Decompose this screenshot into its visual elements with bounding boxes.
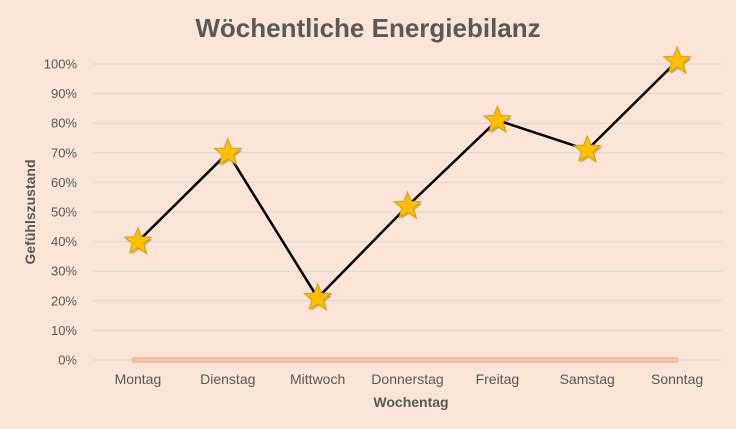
y-tick-label: 20% — [51, 293, 77, 308]
star-marker — [572, 134, 602, 163]
y-axis-title: Gefühlszustand — [22, 159, 38, 264]
y-tick-label: 70% — [51, 145, 77, 160]
x-category-label: Donnerstag — [371, 371, 443, 387]
y-tick-label: 30% — [51, 264, 77, 279]
y-tick-label: 50% — [51, 205, 77, 220]
series-line — [137, 60, 678, 300]
star-marker — [482, 104, 512, 133]
star-marker — [123, 226, 153, 255]
x-category-label: Sonntag — [651, 371, 703, 387]
x-category-label: Samstag — [560, 371, 615, 387]
x-category-label: Dienstag — [200, 371, 255, 387]
y-tick-label: 90% — [51, 86, 77, 101]
y-tick-label: 80% — [51, 116, 77, 131]
y-axis-ticks: 0% 10% 20% 30% 40% 50% 60% 70% 80% 90% 100% — [44, 57, 78, 368]
x-axis-title: Wochentag — [373, 394, 448, 410]
series-line-group — [137, 60, 678, 300]
star-marker — [303, 282, 333, 311]
x-category-label: Mittwoch — [290, 371, 345, 387]
star-marker — [662, 45, 692, 74]
y-tick-label: 0% — [58, 353, 77, 368]
x-category-label: Montag — [115, 371, 162, 387]
y-tick-label: 10% — [51, 323, 77, 338]
star-marker — [392, 190, 423, 219]
x-category-label: Freitag — [476, 371, 520, 387]
x-axis-categories: Montag Dienstag Mittwoch Donnerstag Freitag S… — [115, 371, 704, 387]
y-tick-label: 60% — [51, 175, 77, 190]
x-axis-baseline — [93, 357, 722, 363]
star-markers — [123, 45, 692, 312]
y-tick-label: 100% — [44, 57, 78, 72]
star-marker — [213, 137, 243, 166]
y-tick-label: 40% — [51, 234, 77, 249]
chart-title: Wöchentliche Energiebilanz — [195, 13, 540, 43]
